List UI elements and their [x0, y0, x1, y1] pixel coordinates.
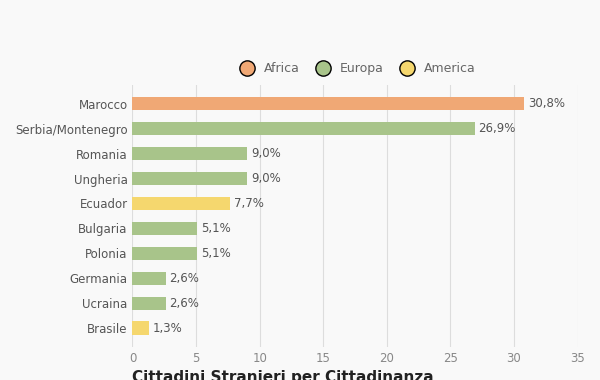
Bar	[133, 247, 197, 260]
Bar	[133, 272, 166, 285]
Text: 1,3%: 1,3%	[153, 322, 182, 335]
Text: 5,1%: 5,1%	[201, 247, 231, 260]
Legend: Africa, Europa, America: Africa, Europa, America	[229, 57, 481, 80]
Text: 26,9%: 26,9%	[478, 122, 516, 135]
Text: 7,7%: 7,7%	[234, 197, 264, 210]
Bar	[133, 196, 230, 211]
Bar	[133, 321, 149, 335]
Text: 9,0%: 9,0%	[251, 172, 281, 185]
Bar	[133, 296, 166, 310]
Text: 30,8%: 30,8%	[528, 97, 565, 110]
Text: 2,6%: 2,6%	[169, 272, 199, 285]
Text: Cittadini Stranieri per Cittadinanza: Cittadini Stranieri per Cittadinanza	[133, 370, 434, 380]
Text: 5,1%: 5,1%	[201, 222, 231, 235]
Text: 9,0%: 9,0%	[251, 147, 281, 160]
Bar	[133, 222, 197, 235]
Bar	[133, 97, 524, 111]
Text: 2,6%: 2,6%	[169, 297, 199, 310]
Bar	[133, 172, 247, 185]
Bar	[133, 122, 475, 135]
Bar	[133, 147, 247, 160]
